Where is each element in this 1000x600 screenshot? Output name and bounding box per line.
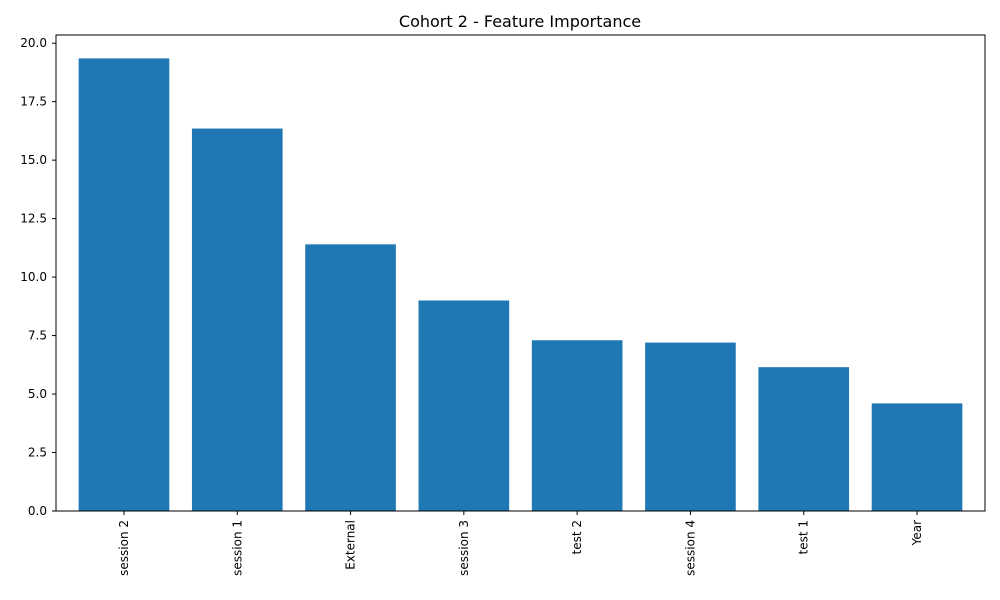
y-tick-label: 5.0 [28,387,47,401]
y-tick-label: 12.5 [20,212,47,226]
x-tick-label: External [344,520,358,570]
bar-session-4 [645,342,736,511]
bar-test-2 [531,340,623,511]
y-tick-label: 20.0 [20,36,47,50]
y-tick-label: 15.0 [20,153,47,167]
y-axis: 0.0 2.5 5.0 7.5 10.0 12.5 15.0 17.5 20.0 [20,36,56,518]
x-tick-label: session 2 [117,520,131,576]
y-tick-label: 2.5 [28,446,47,460]
chart-title: Cohort 2 - Feature Importance [399,12,641,31]
bars-group [78,58,963,512]
x-tick-label: session 3 [457,520,471,576]
y-tick-label: 7.5 [28,329,47,343]
x-tick-label: session 1 [230,520,244,576]
bar-session-3 [418,300,510,511]
x-axis: session 2 session 1 External session 3 test … [117,511,924,576]
bar-year [871,403,963,511]
plot-frame [55,34,986,512]
bar-session-1 [191,128,283,511]
x-tick-label: test 2 [570,520,584,555]
y-tick-label: 17.5 [20,95,47,109]
x-tick-label: session 4 [683,520,697,576]
x-tick-label: test 1 [797,520,811,555]
y-tick-label: 0.0 [28,504,47,518]
bar-external [305,244,396,511]
bar-session-2 [78,58,170,512]
bar-test-1 [758,367,850,511]
x-tick-label: Year [910,520,924,546]
y-tick-label: 10.0 [20,270,47,284]
